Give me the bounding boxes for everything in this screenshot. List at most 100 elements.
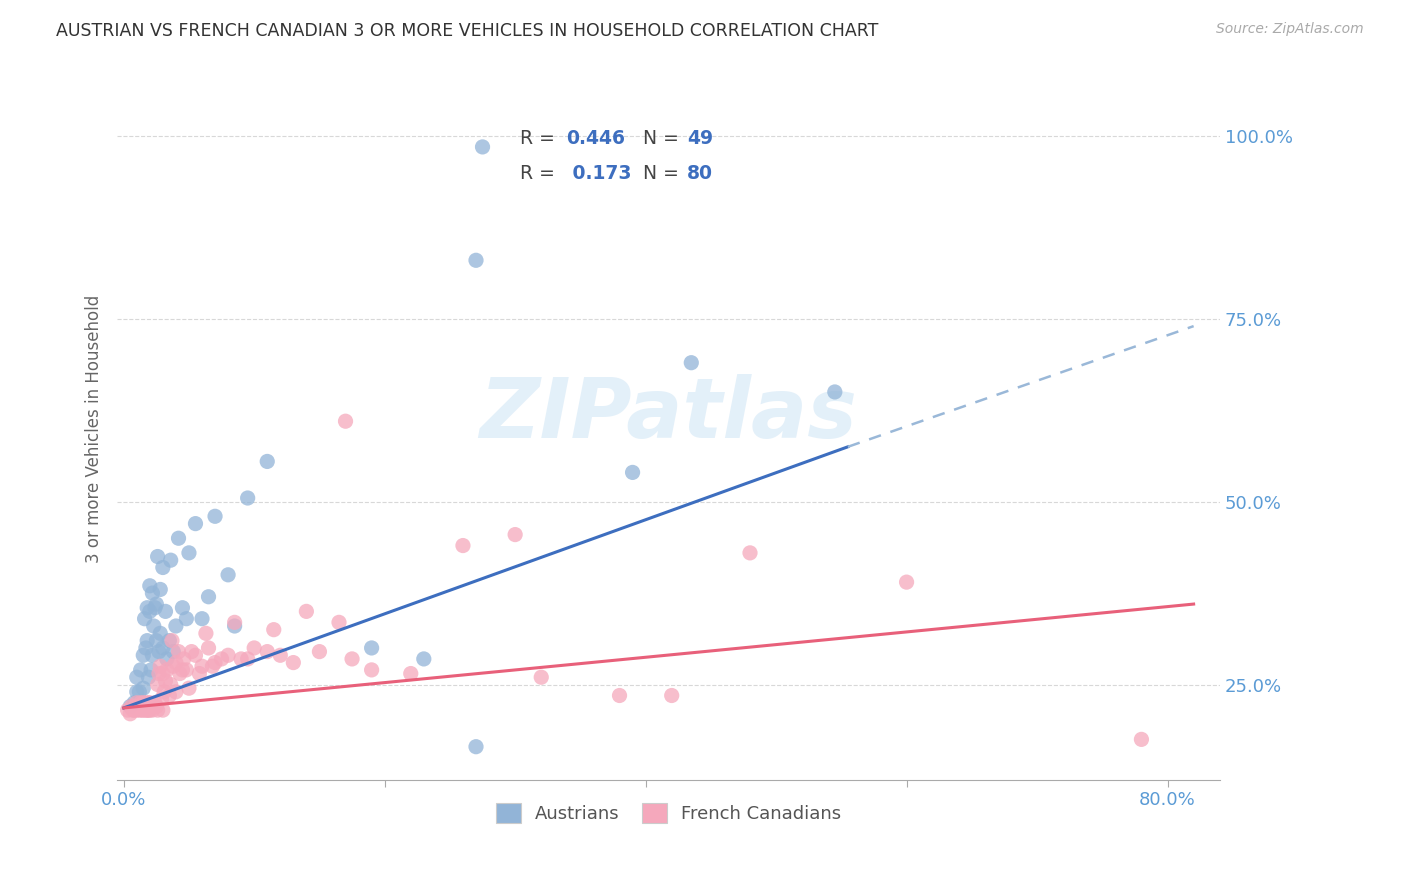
Point: [136, 699, 159, 714]
Text: 0.446: 0.446: [567, 129, 624, 148]
Point: [243, 640, 266, 655]
Text: ZIPatlas: ZIPatlas: [479, 374, 858, 455]
Point: [165, 656, 187, 670]
Point: [149, 626, 172, 640]
Point: [256, 645, 278, 659]
Point: [152, 703, 174, 717]
Point: [167, 645, 190, 659]
Point: [172, 600, 194, 615]
Point: [129, 663, 152, 677]
Point: [204, 509, 226, 524]
Point: [131, 703, 153, 717]
Point: [135, 703, 157, 717]
Point: [155, 673, 177, 688]
Text: 80: 80: [688, 163, 713, 183]
Point: [129, 696, 152, 710]
Point: [146, 677, 169, 691]
Point: [191, 612, 214, 626]
Point: [155, 604, 177, 618]
Point: [172, 663, 194, 677]
Text: 49: 49: [688, 129, 713, 148]
Point: [224, 619, 246, 633]
Point: [143, 696, 166, 710]
Point: [157, 633, 180, 648]
Point: [156, 652, 179, 666]
Point: [148, 666, 170, 681]
Point: [503, 527, 526, 541]
Point: [308, 645, 330, 659]
Point: [465, 253, 488, 268]
Point: [335, 414, 357, 428]
Point: [122, 703, 145, 717]
Point: [125, 685, 148, 699]
Point: [152, 666, 174, 681]
Point: [134, 612, 156, 626]
Point: [135, 696, 157, 710]
Point: [169, 666, 191, 681]
Point: [134, 699, 156, 714]
Point: [360, 663, 382, 677]
Point: [231, 652, 253, 666]
Point: [159, 677, 181, 691]
Point: [167, 531, 190, 545]
Point: [451, 539, 474, 553]
Point: [191, 659, 214, 673]
Point: [412, 652, 434, 666]
Point: [184, 648, 207, 663]
Point: [162, 659, 184, 673]
Point: [176, 612, 198, 626]
Point: [129, 699, 152, 714]
Point: [136, 703, 159, 717]
Text: AUSTRIAN VS FRENCH CANADIAN 3 OR MORE VEHICLES IN HOUSEHOLD CORRELATION CHART: AUSTRIAN VS FRENCH CANADIAN 3 OR MORE VE…: [56, 22, 879, 40]
Point: [139, 604, 162, 618]
Point: [197, 590, 219, 604]
Point: [177, 681, 200, 696]
Point: [127, 699, 149, 714]
Point: [125, 670, 148, 684]
Point: [184, 516, 207, 531]
Point: [236, 652, 259, 666]
Text: N =: N =: [643, 163, 685, 183]
Point: [157, 689, 180, 703]
Point: [1130, 732, 1153, 747]
Point: [224, 615, 246, 630]
Point: [156, 663, 179, 677]
Point: [145, 633, 167, 648]
Point: [295, 604, 318, 618]
Point: [360, 640, 382, 655]
Point: [177, 546, 200, 560]
Legend: Austrians, French Canadians: Austrians, French Canadians: [485, 792, 852, 834]
Point: [138, 670, 160, 684]
Point: [136, 633, 159, 648]
Point: [138, 703, 160, 717]
Point: [609, 689, 631, 703]
Point: [135, 640, 157, 655]
Point: [128, 685, 150, 699]
Point: [149, 582, 172, 597]
Point: [128, 703, 150, 717]
Point: [141, 703, 163, 717]
Point: [120, 706, 142, 721]
Point: [160, 633, 183, 648]
Point: [340, 652, 363, 666]
Point: [150, 692, 173, 706]
Point: [121, 699, 143, 714]
Point: [211, 652, 233, 666]
Point: [148, 645, 170, 659]
Point: [145, 699, 167, 714]
Point: [256, 454, 278, 468]
Point: [139, 703, 162, 717]
Point: [176, 663, 198, 677]
Point: [681, 356, 703, 370]
Point: [117, 703, 139, 717]
Point: [328, 615, 350, 630]
Point: [124, 699, 146, 714]
Point: [149, 659, 172, 673]
Point: [162, 645, 184, 659]
Point: [530, 670, 553, 684]
Text: N =: N =: [643, 129, 685, 148]
Point: [165, 685, 187, 699]
Point: [159, 553, 181, 567]
Point: [132, 696, 155, 710]
Point: [465, 739, 488, 754]
